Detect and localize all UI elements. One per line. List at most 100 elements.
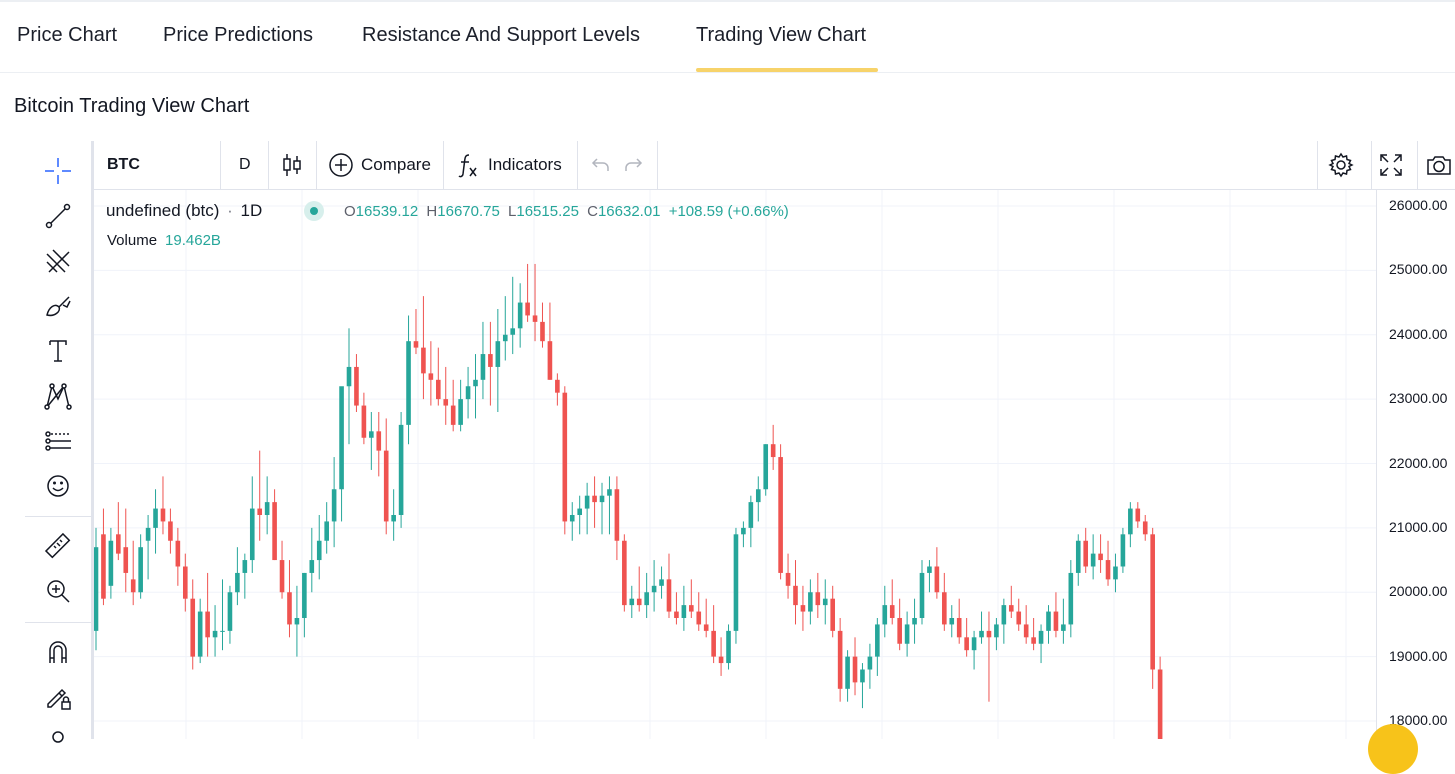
undo-icon[interactable]: [590, 141, 612, 189]
candle-body: [354, 366, 359, 406]
candle: [205, 572, 210, 657]
candle-body: [287, 592, 292, 625]
candle: [681, 585, 687, 631]
candle: [562, 386, 568, 535]
candle-body: [882, 605, 888, 625]
tab-price-predictions[interactable]: Price Predictions: [163, 24, 314, 46]
candle: [517, 283, 523, 348]
candle-body: [1142, 521, 1148, 535]
help-bubble[interactable]: [1368, 724, 1418, 774]
candle: [435, 347, 441, 406]
candle: [1053, 592, 1059, 638]
candle-body: [257, 508, 263, 515]
candle: [130, 540, 136, 606]
interval-selector[interactable]: D: [239, 156, 251, 173]
candle-body: [465, 386, 471, 400]
candle: [502, 296, 508, 361]
text-icon[interactable]: [41, 334, 75, 368]
candle-body: [145, 527, 151, 541]
tab-trading-view-chart[interactable]: Trading View Chart: [696, 24, 867, 46]
candle: [934, 547, 940, 599]
candle-body: [138, 547, 143, 593]
price-chart[interactable]: [94, 190, 1376, 739]
lock-drawing-icon[interactable]: [41, 680, 75, 714]
candle-body: [689, 605, 694, 612]
compare-button[interactable]: Compare: [328, 141, 431, 189]
candle: [599, 482, 605, 535]
candle: [249, 476, 255, 573]
trend-line-icon[interactable]: [41, 199, 75, 233]
candle-body: [979, 630, 984, 638]
candle-body: [1120, 534, 1126, 567]
candle: [309, 527, 315, 593]
candle: [346, 328, 352, 445]
candle-body: [808, 592, 813, 612]
candle: [555, 373, 560, 406]
candle-body: [94, 547, 99, 631]
candle: [1150, 527, 1155, 689]
candle-body: [994, 624, 999, 638]
candle: [383, 418, 389, 535]
candle-body: [778, 457, 783, 573]
tab-price-chart[interactable]: Price Chart: [17, 24, 118, 46]
candle-body: [584, 495, 590, 509]
candle-body: [696, 611, 702, 625]
candle: [815, 572, 821, 618]
candle-body: [800, 605, 806, 612]
zoom-in-icon[interactable]: [41, 574, 75, 608]
candle-body: [1001, 605, 1007, 625]
candle: [711, 605, 716, 664]
candle-body: [525, 302, 530, 316]
candle: [153, 489, 158, 554]
candle-body: [391, 515, 396, 522]
candle: [971, 630, 977, 670]
candle: [1038, 624, 1044, 664]
redo-icon[interactable]: [622, 141, 644, 189]
ruler-icon[interactable]: [41, 529, 75, 563]
toolbar-divider: [25, 622, 91, 623]
candle-body: [748, 502, 754, 528]
candle: [889, 579, 895, 625]
candles-style-icon[interactable]: [280, 141, 304, 189]
fullscreen-icon[interactable]: [1378, 141, 1404, 189]
candle: [369, 412, 374, 470]
candle-body: [1068, 572, 1074, 625]
candle-body: [942, 592, 947, 625]
candle-body: [1031, 637, 1036, 644]
crosshair-icon[interactable]: [41, 154, 75, 188]
indicators-button[interactable]: Indicators: [456, 141, 562, 189]
more-tools-icon[interactable]: [41, 725, 75, 759]
candle-body: [264, 502, 270, 515]
candle: [770, 424, 776, 470]
candle: [450, 379, 456, 432]
symbol-search[interactable]: BTC: [107, 156, 140, 173]
candle: [852, 637, 858, 696]
candle: [1135, 502, 1141, 528]
candle-body: [763, 444, 769, 490]
market-status-dot[interactable]: [304, 201, 324, 221]
emoji-icon[interactable]: [41, 469, 75, 503]
candle: [510, 276, 516, 355]
candle: [547, 302, 553, 380]
candle: [1120, 527, 1126, 573]
candle: [339, 386, 344, 522]
pitchfork-icon[interactable]: [41, 244, 75, 278]
candle: [354, 354, 359, 412]
candle: [480, 321, 486, 400]
candle: [808, 579, 813, 625]
settings-gear-icon[interactable]: [1328, 141, 1354, 189]
candle: [607, 476, 612, 535]
candle: [145, 515, 151, 580]
forecast-icon[interactable]: [41, 424, 75, 458]
candle: [733, 527, 739, 644]
tab-resistance-support[interactable]: Resistance And Support Levels: [362, 24, 640, 46]
price-axis[interactable]: 26000.00 25000.00 24000.00 23000.00 22000.00…: [1376, 190, 1455, 739]
candle: [324, 502, 329, 554]
camera-snapshot-icon[interactable]: [1425, 141, 1453, 189]
high-value: 16670.75: [437, 203, 500, 220]
brush-icon[interactable]: [41, 289, 75, 323]
top-border: [0, 0, 1455, 2]
candle-body: [547, 341, 553, 380]
magnet-icon[interactable]: [41, 635, 75, 669]
pattern-icon[interactable]: [41, 379, 75, 413]
